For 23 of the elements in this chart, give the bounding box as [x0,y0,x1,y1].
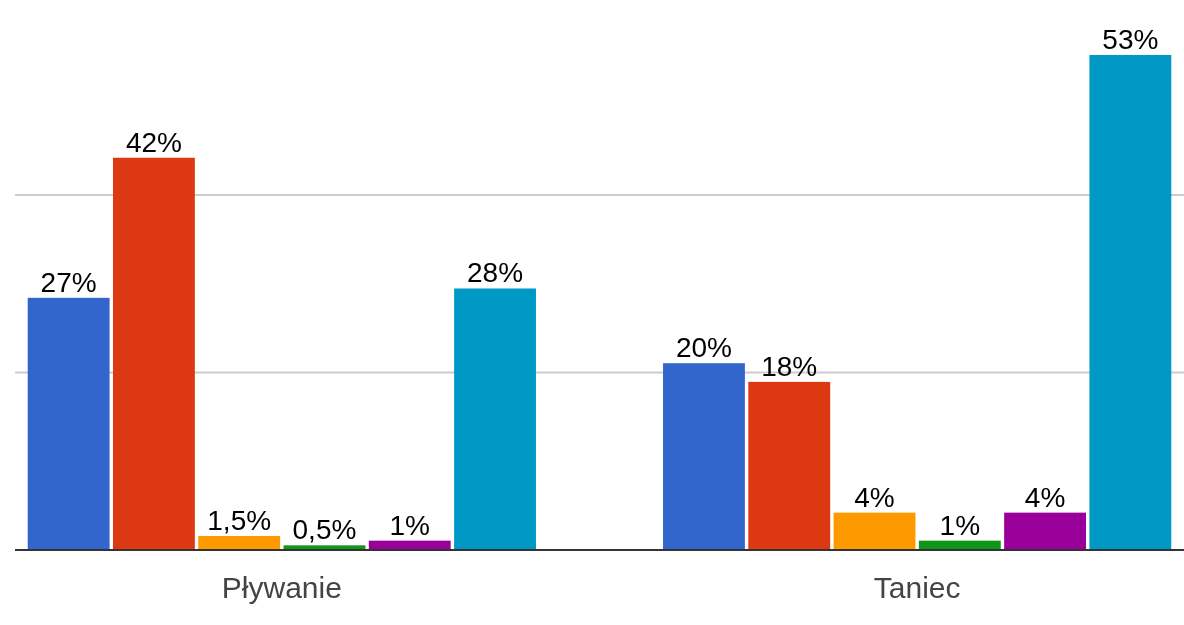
bar [112,157,195,550]
bar [833,512,916,550]
bar [27,297,110,550]
data-label: 1% [389,509,430,541]
data-label: 42% [125,126,182,158]
data-label: 4% [1024,481,1066,513]
data-label: 27% [40,266,97,298]
bar [663,363,745,550]
data-label: 1,5% [207,504,272,536]
bar [748,381,831,550]
x-tick-label: Pływanie [221,571,342,604]
bar [1004,512,1087,550]
data-label: 53% [1102,24,1159,55]
data-label: 1% [939,509,981,541]
data-label: 4% [854,481,895,513]
bar [198,535,281,550]
data-label: 28% [467,257,524,289]
bar [1089,55,1172,550]
data-label: 0,5% [292,514,357,546]
x-tick-label: Taniec [873,571,961,604]
data-label: 20% [675,332,732,364]
bar [454,288,536,550]
data-label: 18% [761,350,818,382]
